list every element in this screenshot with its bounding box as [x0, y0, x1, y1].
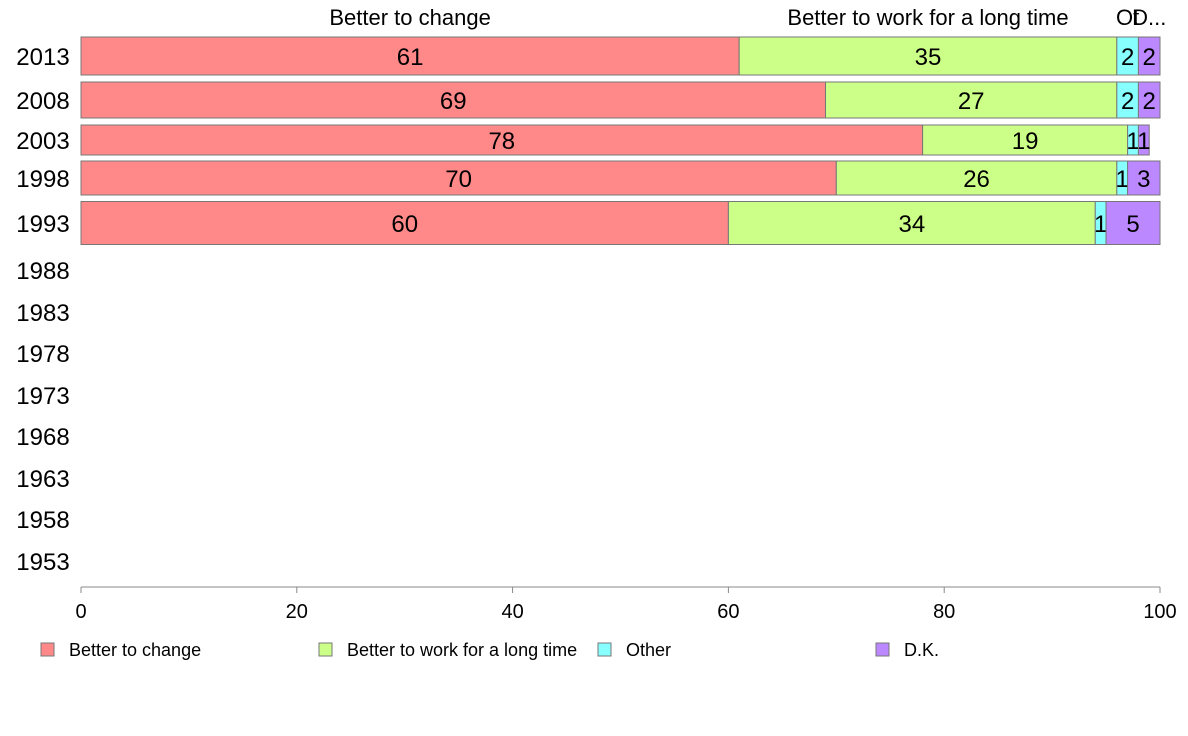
y-tick-label: 1968 — [16, 424, 69, 451]
bar-segment — [80, 124, 924, 156]
data-label: 35 — [915, 44, 942, 71]
bar-segment — [727, 201, 1096, 245]
legend-swatch — [875, 642, 890, 657]
data-label: 2 — [1143, 88, 1156, 115]
top-label: Ot — [1116, 5, 1139, 30]
x-tick-label: 100 — [1143, 601, 1176, 623]
y-tick-label: 1993 — [16, 211, 69, 238]
bar-segment — [1137, 36, 1161, 76]
y-tick-label: 2008 — [16, 88, 69, 115]
y-tick-label: 2013 — [16, 44, 69, 71]
y-tick-label: 1988 — [16, 258, 69, 285]
y-tick-label: 1973 — [16, 383, 69, 410]
data-label: 61 — [397, 44, 424, 71]
y-tick-label: 1963 — [16, 466, 69, 493]
data-label: 70 — [445, 166, 472, 193]
x-tick-label: 80 — [933, 601, 955, 623]
bar-segment — [80, 160, 837, 196]
bar-segment — [1137, 124, 1150, 156]
data-label: 69 — [440, 88, 467, 115]
y-tick-label: 1958 — [16, 507, 69, 534]
data-label: 78 — [488, 128, 515, 155]
y-tick-label: 2003 — [16, 128, 69, 155]
data-label: 60 — [391, 211, 418, 238]
data-label: 26 — [963, 166, 990, 193]
y-tick-label: 1998 — [16, 166, 69, 193]
x-tick-label: 20 — [286, 601, 308, 623]
x-tick-label: 60 — [717, 601, 739, 623]
y-tick-label: 1978 — [16, 341, 69, 368]
top-label: Better to change — [329, 5, 490, 30]
data-label: 27 — [958, 88, 985, 115]
legend-label: Other — [626, 640, 671, 660]
bar-segment — [80, 201, 729, 245]
legend-label: Better to change — [69, 640, 201, 660]
top-label: Better to work for a long time — [787, 5, 1068, 30]
data-label: 2 — [1121, 44, 1134, 71]
bar-segment — [1137, 81, 1161, 119]
bar-segment — [80, 81, 827, 119]
legend-swatch — [40, 642, 55, 657]
bar-segment — [738, 36, 1118, 76]
data-label: 1 — [1126, 128, 1139, 155]
data-label: 19 — [1012, 128, 1039, 155]
data-label: 2 — [1143, 44, 1156, 71]
data-label: 1 — [1094, 211, 1107, 238]
data-label: 1 — [1137, 128, 1150, 155]
legend-label: Better to work for a long time — [347, 640, 577, 660]
data-label: 34 — [898, 211, 925, 238]
data-label: 5 — [1126, 211, 1139, 238]
x-tick-label: 0 — [75, 601, 86, 623]
bar-segment — [835, 160, 1118, 196]
y-tick-label: 1983 — [16, 300, 69, 327]
bar-segment — [1127, 160, 1161, 196]
top-label: D... — [1132, 5, 1166, 30]
data-label: 3 — [1137, 166, 1150, 193]
legend-label: D.K. — [904, 640, 939, 660]
legend-swatch — [318, 642, 333, 657]
bar-segment — [1105, 201, 1161, 245]
data-label: 1 — [1116, 166, 1129, 193]
x-tick-label: 40 — [501, 601, 523, 623]
legend-swatch — [597, 642, 612, 657]
y-tick-label: 1953 — [16, 549, 69, 576]
data-label: 2 — [1121, 88, 1134, 115]
bar-segment — [825, 81, 1118, 119]
